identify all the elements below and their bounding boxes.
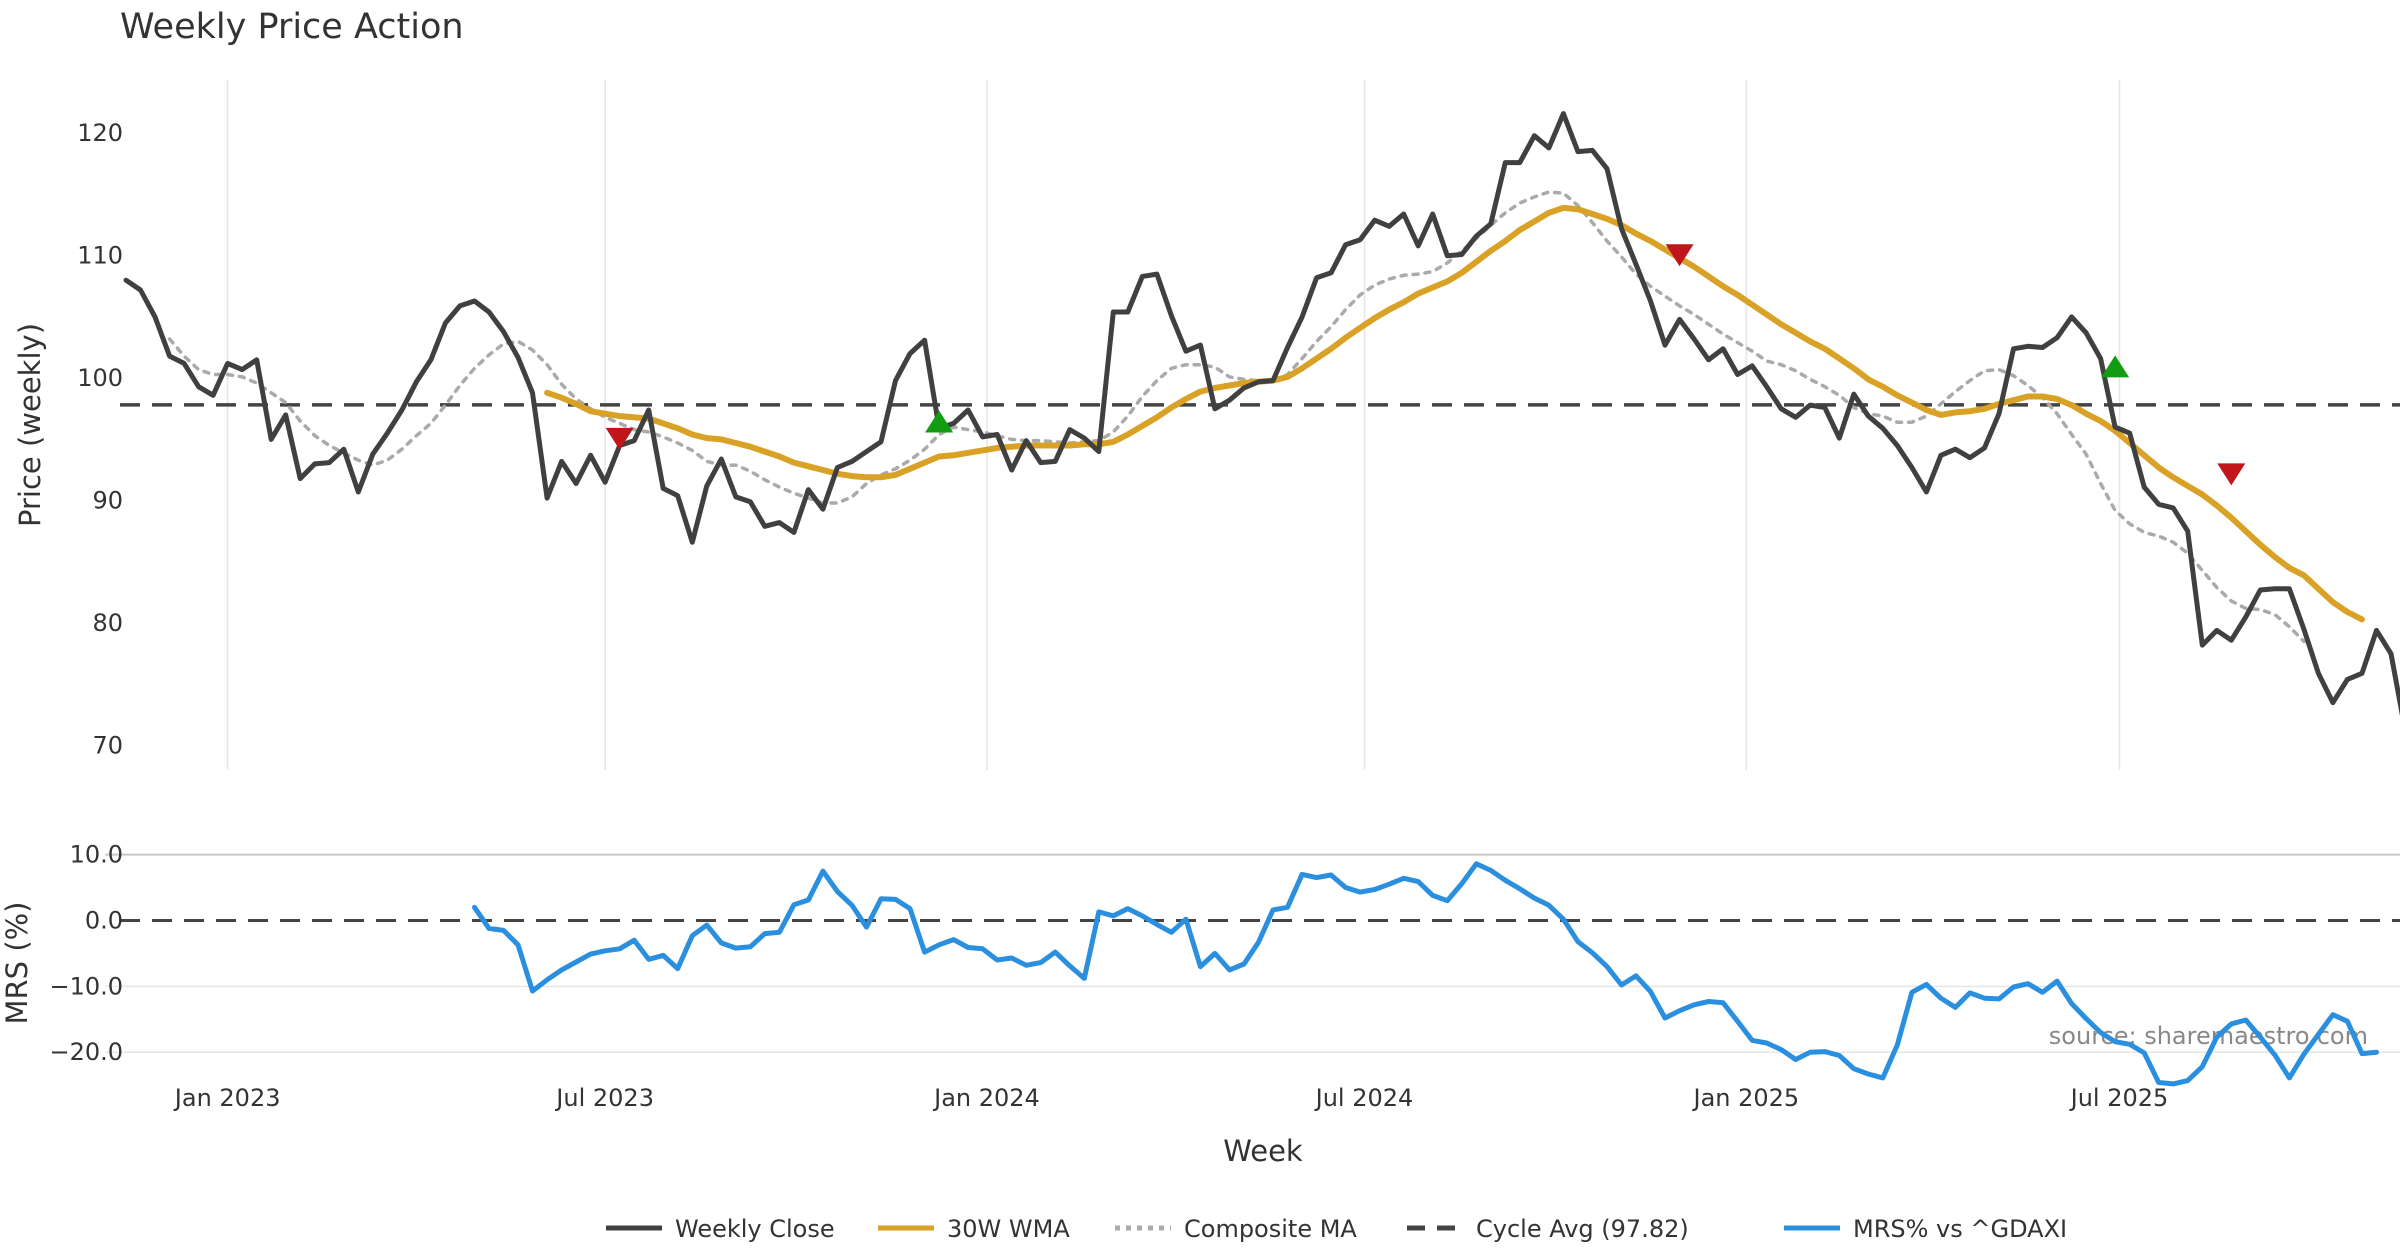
mrs-line bbox=[472, 861, 2379, 1087]
price-y-tick-label: 70 bbox=[92, 732, 123, 760]
weekly-close-line bbox=[123, 111, 2400, 717]
x-tick-label: Jan 2023 bbox=[173, 1084, 281, 1112]
data-series bbox=[123, 111, 2400, 1087]
mrs-y-tick-label: 10.0 bbox=[70, 841, 123, 869]
legend-label: Cycle Avg (97.82) bbox=[1476, 1215, 1689, 1243]
x-tick-label: Jan 2024 bbox=[932, 1084, 1040, 1112]
mrs-y-tick-label: 0.0 bbox=[85, 906, 123, 934]
legend-label: 30W WMA bbox=[947, 1215, 1070, 1243]
price-y-tick-label: 90 bbox=[92, 487, 123, 515]
sell-signal-marker bbox=[1665, 244, 1694, 267]
mrs-y-tick-label: −10.0 bbox=[49, 972, 123, 1000]
mrs-y-tick-label: −20.0 bbox=[49, 1038, 123, 1066]
buy-signal-marker bbox=[2101, 355, 2130, 378]
legend-label: Weekly Close bbox=[675, 1215, 835, 1243]
x-tick-label: Jul 2025 bbox=[2069, 1084, 2169, 1112]
mrs-y-axis-label: MRS (%) bbox=[0, 902, 34, 1025]
y-tick-labels: 70 80 90 100 110 120 10.0 0.0 −10.0 −20.0 bbox=[49, 119, 123, 1066]
composite-ma-line bbox=[167, 190, 2306, 644]
price-y-tick-label: 120 bbox=[77, 119, 123, 147]
x-tick-label: Jul 2024 bbox=[1314, 1084, 1414, 1112]
sell-signal-marker bbox=[2217, 463, 2246, 486]
price-y-tick-label: 110 bbox=[77, 242, 123, 270]
signal-markers bbox=[605, 244, 2246, 486]
x-tick-label: Jan 2025 bbox=[1691, 1084, 1799, 1112]
chart-title: Weekly Price Action bbox=[120, 7, 464, 47]
x-tick-labels: Jan 2023 Jul 2023 Jan 2024 Jul 2024 Jan 2025… bbox=[173, 1084, 2169, 1112]
sell-signal-marker bbox=[605, 427, 634, 450]
price-y-axis-label: Price (weekly) bbox=[13, 323, 47, 527]
legend-label: MRS% vs ^GDAXI bbox=[1853, 1215, 2067, 1243]
price-y-tick-label: 100 bbox=[77, 364, 123, 392]
legend-label: Composite MA bbox=[1184, 1215, 1357, 1243]
price-y-tick-label: 80 bbox=[92, 609, 123, 637]
wma-30w-line bbox=[544, 204, 2365, 623]
x-axis-label: Week bbox=[1223, 1134, 1303, 1168]
reference-lines bbox=[120, 403, 2400, 922]
gridlines bbox=[105, 80, 2400, 1053]
x-tick-label: Jul 2023 bbox=[554, 1084, 654, 1112]
buy-signal-marker bbox=[925, 410, 954, 433]
legend: Weekly Close 30W WMA Composite MA Cycle Avg… bbox=[606, 1215, 2067, 1243]
